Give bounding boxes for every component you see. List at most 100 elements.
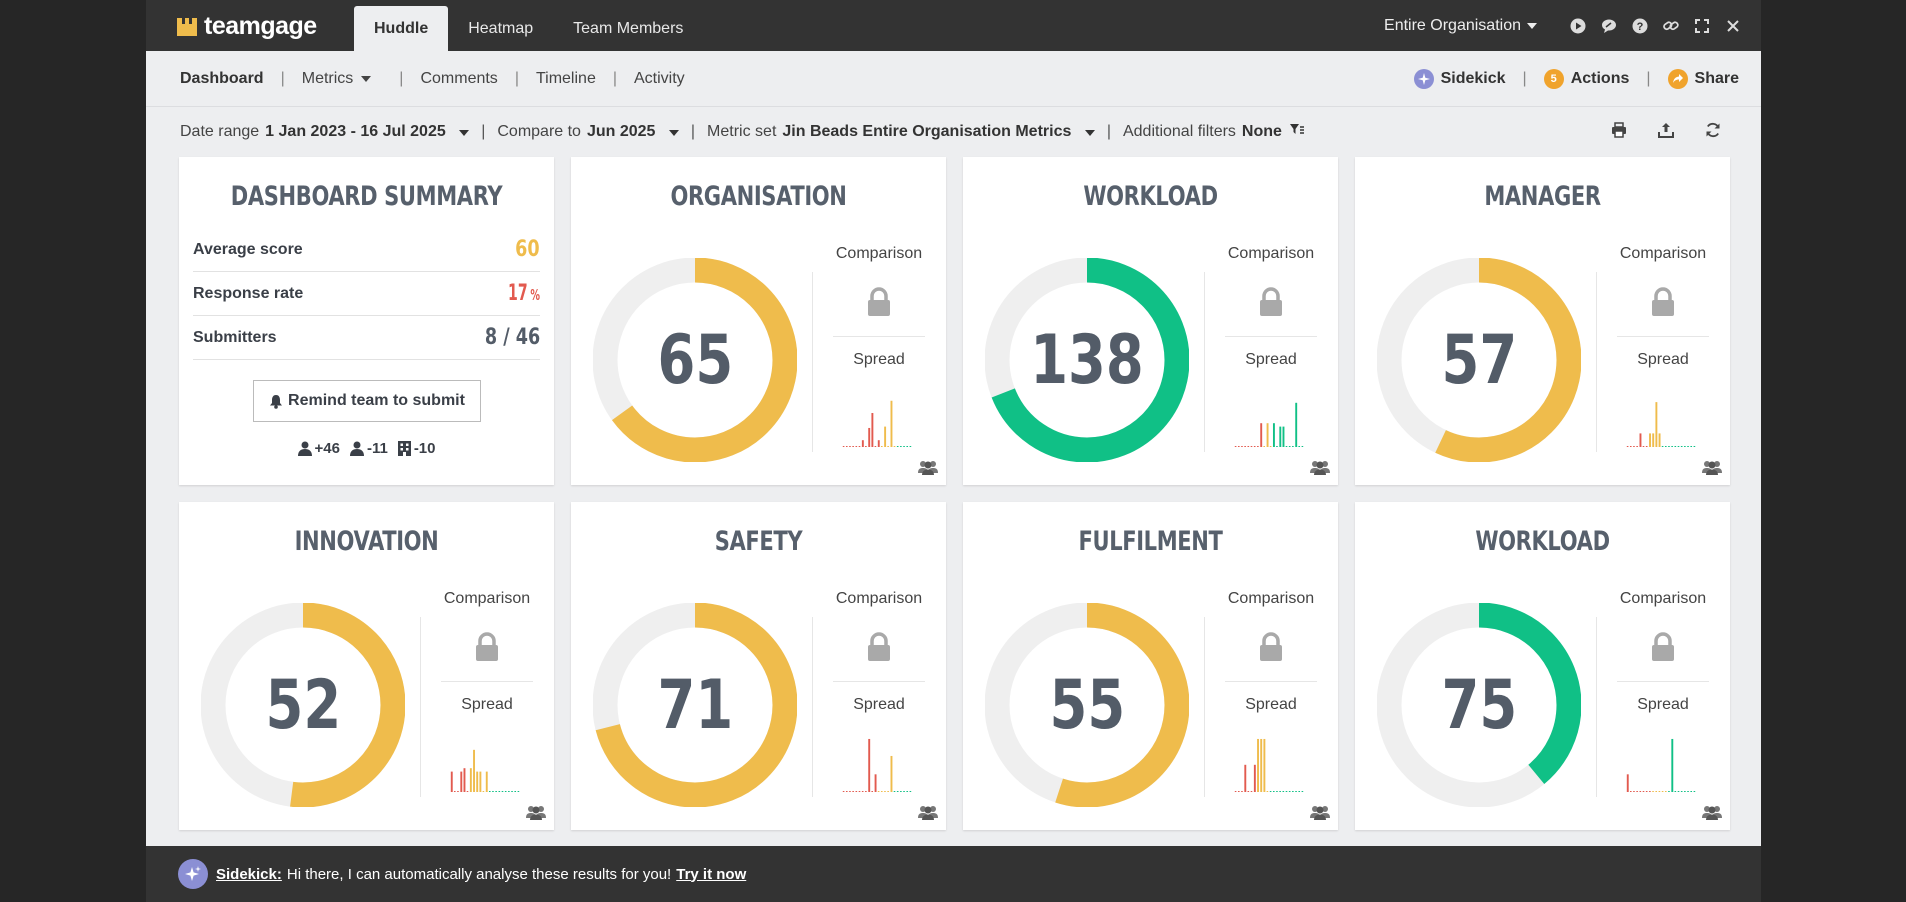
spread-bar bbox=[874, 774, 877, 792]
nav-dashboard[interactable]: Dashboard bbox=[180, 69, 264, 87]
spread-bar bbox=[1244, 446, 1246, 447]
team-icon[interactable] bbox=[1310, 804, 1330, 820]
org-selector[interactable]: Entire Organisation bbox=[1384, 17, 1537, 35]
spread-bar bbox=[1295, 791, 1297, 792]
print-icon[interactable] bbox=[1609, 120, 1629, 140]
metric-card[interactable]: INNOVATION 52 Comparison Spread bbox=[179, 502, 554, 830]
spread-bar bbox=[1266, 423, 1269, 447]
spread-label: Spread bbox=[1637, 696, 1689, 713]
metric-card[interactable]: WORKLOAD 138 Comparison Spread bbox=[963, 157, 1338, 485]
logo-mark-icon bbox=[177, 18, 197, 36]
nav-metrics[interactable]: Metrics bbox=[302, 70, 372, 88]
sidekick-link[interactable]: Sidekick: bbox=[216, 865, 282, 883]
team-icon[interactable] bbox=[918, 459, 938, 475]
tab-huddle[interactable]: Huddle bbox=[354, 6, 449, 51]
submitters-value: 8 / 46 bbox=[484, 325, 540, 350]
spread-bar bbox=[485, 771, 488, 792]
nav-metrics-label: Metrics bbox=[301, 69, 354, 87]
nav-comments[interactable]: Comments bbox=[420, 69, 498, 87]
spread-bar bbox=[1684, 446, 1686, 447]
sidekick-button[interactable]: Sidekick bbox=[1413, 68, 1506, 89]
divider bbox=[1225, 681, 1317, 682]
donut-arc bbox=[985, 603, 1189, 807]
donut-arc bbox=[593, 258, 797, 462]
spread-bar bbox=[1649, 433, 1651, 447]
close-icon[interactable] bbox=[1725, 18, 1741, 34]
remind-team-button[interactable]: Remind team to submit bbox=[253, 380, 481, 422]
spread-chart bbox=[450, 749, 520, 792]
additional-filters-select[interactable]: None bbox=[1242, 123, 1305, 141]
lock-icon bbox=[1652, 632, 1674, 661]
spread-bar bbox=[1674, 446, 1677, 447]
spread-bar bbox=[906, 791, 909, 792]
spread-bar bbox=[1645, 791, 1648, 792]
divider bbox=[812, 272, 813, 452]
team-icon[interactable] bbox=[918, 804, 938, 820]
spread-bar bbox=[903, 446, 905, 447]
logo[interactable]: teamgage bbox=[176, 14, 317, 39]
sparkle-icon bbox=[1413, 68, 1434, 89]
metric-set-value: Jin Beads Entire Organisation Metrics bbox=[782, 123, 1072, 140]
refresh-icon[interactable] bbox=[1703, 120, 1723, 140]
spread-bar bbox=[871, 791, 874, 792]
divider bbox=[1204, 617, 1205, 797]
spread-bar bbox=[1693, 791, 1696, 792]
share-button[interactable]: Share bbox=[1667, 68, 1739, 89]
spread-bar bbox=[884, 791, 886, 792]
spread-bar bbox=[1301, 791, 1304, 792]
metric-card[interactable]: MANAGER 57 Comparison Spread bbox=[1355, 157, 1730, 485]
spread-bar bbox=[868, 738, 871, 792]
spread-bar bbox=[842, 446, 845, 447]
metric-card[interactable]: ORGANISATION 65 Comparison Spread bbox=[571, 157, 946, 485]
spread-label: Spread bbox=[461, 696, 513, 713]
metric-card[interactable]: SAFETY 71 Comparison Spread bbox=[571, 502, 946, 830]
chat-icon[interactable] bbox=[1601, 18, 1617, 34]
team-icon[interactable] bbox=[1310, 459, 1330, 475]
export-icon[interactable] bbox=[1656, 120, 1676, 140]
spread-bar bbox=[1288, 791, 1291, 792]
team-icon[interactable] bbox=[1702, 459, 1722, 475]
spread-label: Spread bbox=[853, 696, 905, 713]
fullscreen-icon[interactable] bbox=[1694, 18, 1710, 34]
tab-heatmap[interactable]: Heatmap bbox=[468, 20, 534, 37]
spread-bar bbox=[855, 446, 858, 447]
compare-select[interactable]: Jun 2025 bbox=[587, 123, 679, 141]
spread-bar bbox=[845, 446, 848, 447]
bell-icon bbox=[270, 394, 283, 409]
divider bbox=[420, 617, 421, 797]
team-icon[interactable] bbox=[1702, 804, 1722, 820]
spread-bar bbox=[855, 791, 858, 792]
spread-bar bbox=[849, 446, 851, 447]
spread-bar bbox=[1693, 446, 1696, 447]
spread-bar bbox=[900, 446, 902, 447]
nav-activity[interactable]: Activity bbox=[634, 69, 685, 87]
spread-bar bbox=[1288, 446, 1291, 447]
try-it-now-link[interactable]: Try it now bbox=[676, 865, 747, 883]
link-icon[interactable] bbox=[1663, 18, 1679, 34]
sidekick-banner: Sidekick: Hi there, I can automatically … bbox=[146, 846, 1761, 902]
metric-title: WORKLOAD bbox=[1475, 526, 1610, 557]
tab-team-members[interactable]: Team Members bbox=[573, 20, 684, 37]
spread-chart bbox=[1234, 402, 1304, 447]
metric-set-select[interactable]: Jin Beads Entire Organisation Metrics bbox=[782, 123, 1095, 141]
date-range-select[interactable]: 1 Jan 2023 - 16 Jul 2025 bbox=[265, 123, 470, 141]
actions-button[interactable]: 5 Actions bbox=[1543, 68, 1630, 89]
spread-bar bbox=[1257, 446, 1259, 447]
spread-bar bbox=[1279, 426, 1282, 447]
spread-bar bbox=[1626, 774, 1629, 792]
team-icon[interactable] bbox=[526, 804, 546, 820]
additional-filters-label: Additional filters bbox=[1122, 123, 1236, 140]
spread-bar bbox=[890, 755, 893, 792]
help-icon[interactable]: ? bbox=[1632, 18, 1648, 34]
chevron-down-icon bbox=[361, 75, 372, 82]
metric-title: INNOVATION bbox=[294, 526, 439, 557]
metric-card[interactable]: FULFILMENT 55 Comparison Spread bbox=[963, 502, 1338, 830]
actions-label: Actions bbox=[1570, 69, 1630, 87]
spread-bar bbox=[1680, 446, 1683, 447]
play-icon[interactable] bbox=[1570, 18, 1586, 34]
nav-timeline[interactable]: Timeline bbox=[535, 69, 596, 87]
spread-bar bbox=[511, 791, 513, 792]
metric-card[interactable]: WORKLOAD 75 Comparison Spread bbox=[1355, 502, 1730, 830]
lock-icon bbox=[868, 632, 890, 661]
metric-title: ORGANISATION bbox=[670, 181, 847, 212]
